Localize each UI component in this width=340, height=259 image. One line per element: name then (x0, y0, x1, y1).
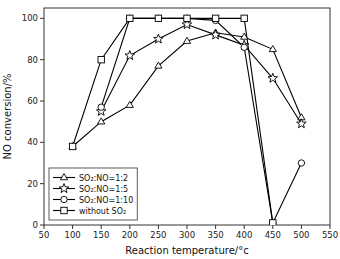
x-tick (215, 225, 216, 229)
point-marker (269, 46, 276, 52)
x-tick (72, 225, 73, 229)
legend-marker (59, 184, 69, 193)
y-tick-label: 100 (22, 13, 38, 23)
x-tick (158, 225, 159, 229)
y-tick-label: 60 (27, 96, 38, 106)
point-marker (127, 15, 133, 21)
plot-frame (44, 8, 330, 225)
x-tick-label: 100 (64, 230, 80, 240)
legend-marker (60, 174, 67, 180)
legend: SO₂:NO=1:2 SO₂:NO=1:5 SO₂:NO=1:10 without S… (49, 168, 137, 220)
x-tick (44, 225, 45, 229)
point-marker (184, 15, 190, 21)
legend-label: SO₂:NO=1:2 (79, 174, 128, 183)
point-marker (126, 101, 133, 107)
y-tick-label: 0 (33, 220, 38, 230)
point-marker (297, 119, 307, 128)
point-marker (125, 51, 135, 60)
y-axis-label: NO conversion/% (2, 74, 13, 160)
point-marker (241, 15, 247, 21)
y-tick (40, 18, 44, 19)
y-tick-label: 20 (27, 179, 38, 189)
legend-marker (61, 196, 67, 202)
point-marker (241, 44, 247, 50)
x-tick-label: 150 (93, 230, 109, 240)
x-tick (301, 225, 302, 229)
x-tick-label: 550 (322, 230, 338, 240)
x-tick-label: 450 (265, 230, 281, 240)
point-marker (69, 143, 75, 149)
series-line (101, 25, 301, 124)
point-marker (154, 34, 164, 43)
x-tick-label: 200 (122, 230, 138, 240)
point-marker (127, 15, 133, 21)
x-tick-label: 250 (150, 230, 166, 240)
point-marker (184, 15, 190, 21)
point-marker (155, 15, 161, 21)
point-marker (211, 30, 221, 39)
x-tick-label: 500 (293, 230, 309, 240)
point-marker (268, 73, 278, 82)
legend-frame (49, 168, 137, 220)
y-tick (40, 225, 44, 226)
legend-label: SO₂:NO=1:10 (79, 196, 133, 205)
y-tick (40, 101, 44, 102)
y-tick-label: 40 (27, 137, 38, 147)
point-marker (69, 143, 76, 149)
x-axis-label: Reaction temperature/°c (125, 245, 248, 256)
y-tick-label: 80 (27, 55, 38, 65)
x-tick (129, 225, 130, 229)
point-marker (241, 33, 248, 39)
x-tick (101, 225, 102, 229)
legend-marker (61, 207, 67, 213)
point-marker (155, 62, 162, 68)
x-tick (330, 225, 331, 229)
x-tick-label: 400 (236, 230, 252, 240)
x-tick (244, 225, 245, 229)
x-tick-label: 50 (39, 230, 50, 240)
x-tick (272, 225, 273, 229)
point-marker (98, 56, 104, 62)
point-marker (98, 118, 105, 124)
legend-label: SO₂:NO=1:5 (79, 185, 128, 194)
point-marker (212, 15, 218, 21)
point-marker (155, 15, 161, 21)
y-tick (40, 183, 44, 184)
point-marker (298, 160, 304, 166)
legend-label: without SO₂ (79, 207, 126, 216)
series-line (73, 18, 273, 223)
point-marker (183, 37, 190, 43)
x-tick (187, 225, 188, 229)
x-tick-label: 350 (207, 230, 223, 240)
point-marker (270, 220, 276, 225)
point-marker (270, 220, 276, 225)
y-tick (40, 59, 44, 60)
point-marker (98, 104, 104, 110)
x-tick-label: 300 (179, 230, 195, 240)
y-tick (40, 142, 44, 143)
